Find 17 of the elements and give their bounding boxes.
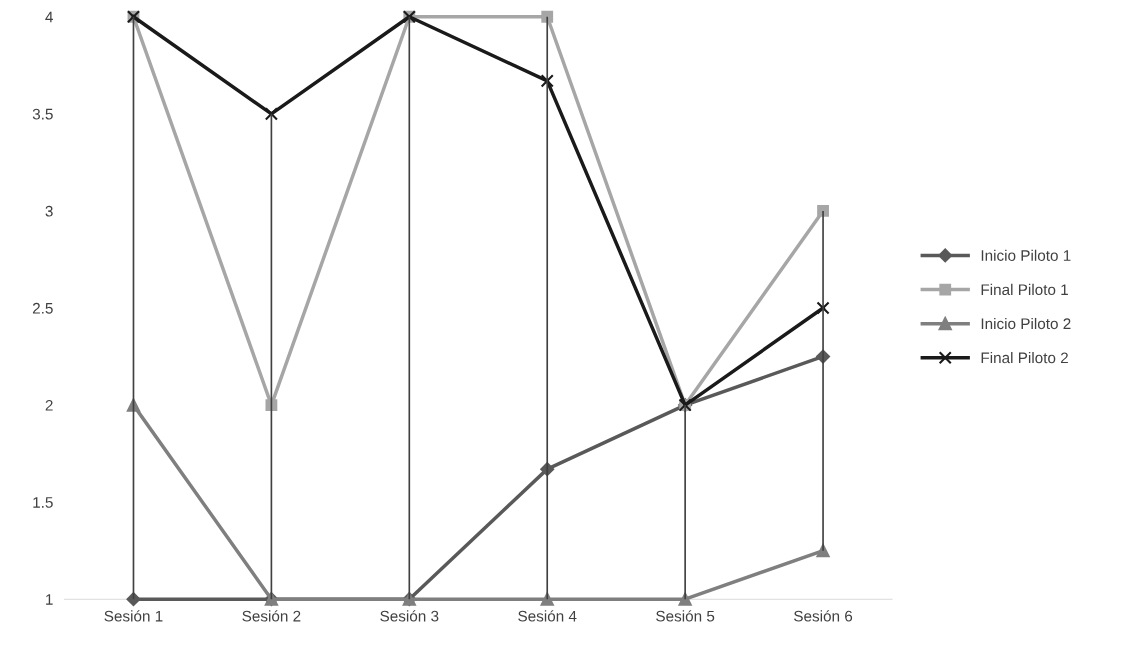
y-tick-label: 2.5 bbox=[32, 302, 53, 314]
y-tick-label: 1 bbox=[46, 594, 53, 605]
x-tick-label: Sesión 6 bbox=[794, 610, 853, 622]
y-tick-label: 3 bbox=[45, 205, 53, 217]
y-tick-label: 2 bbox=[45, 399, 53, 411]
x-tick-label: Sesión 5 bbox=[656, 610, 715, 622]
y-tick-label: 3.5 bbox=[32, 108, 53, 120]
legend-label: Final Piloto 1 bbox=[981, 283, 1068, 296]
x-tick-label: Sesión 2 bbox=[242, 610, 301, 622]
x-tick-label: Sesión 3 bbox=[380, 610, 439, 622]
x-tick-label: Sesión 1 bbox=[104, 610, 163, 622]
x-tick-label: Sesión 4 bbox=[518, 610, 577, 622]
legend-label: Inicio Piloto 1 bbox=[981, 249, 1071, 261]
y-tick-label: 4 bbox=[45, 11, 53, 23]
legend-label: Final Piloto 2 bbox=[981, 352, 1068, 364]
legend-label: Inicio Piloto 2 bbox=[981, 317, 1071, 330]
y-tick-label: 1.5 bbox=[33, 497, 53, 508]
